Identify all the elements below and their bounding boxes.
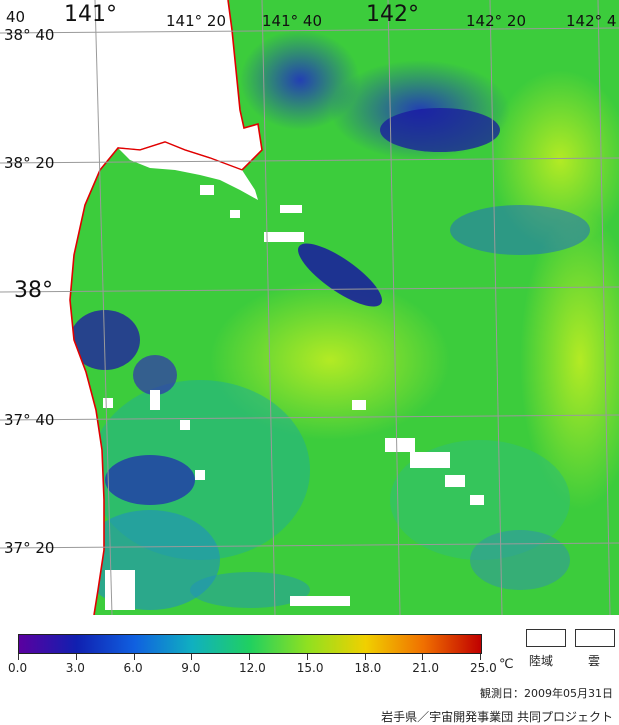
land-label: 陸域 (529, 654, 554, 668)
lat-label-37-20: 37° 20 (4, 539, 55, 557)
lon-label-141-40: 141° 40 (262, 12, 322, 30)
colorbar-tick-label: 18.0 (354, 661, 382, 675)
land-swatch (526, 629, 566, 647)
colorbar-tick-label: 0.0 (8, 661, 28, 675)
lat-label-38: 38° (14, 278, 53, 303)
lat-label-38-40: 38° 40 (4, 26, 55, 44)
colorbar-tick-label: 3.0 (65, 661, 85, 675)
bay-land (117, 141, 258, 200)
colorbar-tick-label: 21.0 (412, 661, 439, 675)
lon-label-141: 141° (64, 2, 117, 27)
sea-surface-temperature-map (0, 0, 619, 615)
colorbar-tick-label: 6.0 (123, 661, 143, 675)
graticule (0, 0, 619, 615)
colorbar-tick-mark (191, 654, 193, 660)
colorbar-tick-label: 25.0 (470, 661, 497, 675)
observation-date: 観測日：2009年05月31日 (480, 687, 613, 700)
lat-label-38-20: 38° 20 (4, 154, 55, 172)
credit-line: 岩手県／宇宙開発事業団 共同プロジェクト (381, 710, 613, 724)
temperature-unit: ℃ (499, 657, 514, 672)
colorbar-tick-mark (133, 654, 135, 660)
cloud-label: 雲 (588, 654, 601, 668)
colorbar-tick-mark (18, 654, 19, 660)
colorbar-tick-mark (75, 654, 77, 660)
lon-label-142-40: 142° 4 (566, 12, 617, 30)
colorbar-tick-mark (306, 654, 308, 660)
colorbar-tick-mark (480, 654, 481, 660)
colorbar-tick-label: 9.0 (181, 661, 201, 675)
lon-label-142-20: 142° 20 (466, 12, 526, 30)
colorbar-tick-label: 12.0 (239, 661, 266, 675)
colorbar-tick-mark (364, 654, 366, 660)
lon-label-142: 142° (366, 2, 419, 27)
colorbar-tick-mark (249, 654, 250, 660)
cloud-swatch (575, 629, 615, 647)
temperature-colorbar (18, 634, 482, 654)
lon-label-141-20: 141° 20 (166, 12, 226, 30)
cloud-patches (103, 185, 484, 610)
colorbar-tick-label: 15.0 (296, 661, 324, 675)
lat-label-37-40: 37° 40 (4, 411, 55, 429)
colorbar-tick-mark (422, 654, 424, 660)
corner-label: 40 (6, 8, 26, 26)
